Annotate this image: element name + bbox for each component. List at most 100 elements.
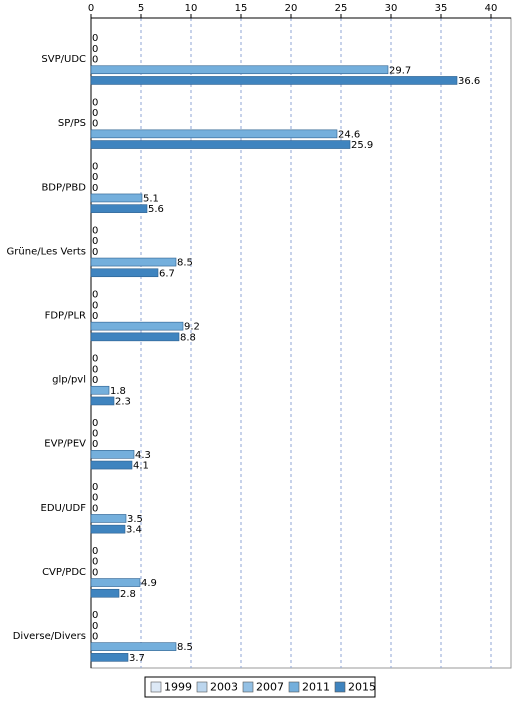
y-tick-label: SVP/UDC: [41, 54, 86, 65]
data-label: 0: [92, 364, 98, 375]
data-label: 0: [92, 247, 98, 258]
data-label: 0: [92, 311, 98, 322]
data-label: 0: [92, 161, 98, 172]
y-tick-label: Grüne/Les Verts: [7, 246, 86, 257]
data-label: 0: [92, 439, 98, 450]
bar: [90, 578, 141, 587]
bar: [90, 268, 159, 278]
bar: [90, 514, 127, 523]
bar: [90, 204, 148, 213]
data-label: 2.8: [120, 589, 136, 600]
bar: [90, 524, 126, 534]
y-tick-label: EDU/UDF: [41, 503, 87, 514]
data-label: 4.1: [133, 461, 149, 472]
legend-label: 2011: [302, 681, 330, 694]
bar: [90, 396, 115, 406]
data-label: 0: [92, 290, 98, 301]
y-tick-label: EVP/PEV: [44, 439, 86, 450]
data-label: 0: [92, 33, 98, 44]
data-label: 0: [92, 354, 98, 365]
data-label: 5.1: [143, 193, 159, 204]
y-tick-label: CVP/PDC: [42, 567, 86, 578]
data-label: 0: [92, 172, 98, 183]
data-label: 0: [92, 610, 98, 621]
legend-label: 2003: [210, 681, 238, 694]
data-label: 3.5: [127, 514, 143, 525]
bar: [90, 193, 143, 203]
legend-swatch: [242, 681, 254, 693]
data-label: 25.9: [351, 140, 373, 151]
bar: [90, 588, 120, 598]
x-tick-label: 30: [385, 3, 398, 14]
data-label: 6.7: [159, 268, 175, 279]
y-tick-label: SP/PS: [58, 118, 86, 129]
bar: [90, 385, 110, 395]
bar: [90, 129, 338, 139]
data-label: 0: [92, 300, 98, 311]
bar: [90, 460, 133, 470]
data-label: 0: [92, 503, 98, 514]
legend-label: 2007: [256, 681, 284, 694]
data-label: 0: [92, 236, 98, 247]
data-label: 5.6: [148, 204, 164, 215]
legend-label: 2015: [348, 681, 376, 694]
y-tick-label: BDP/PBD: [41, 182, 86, 193]
bar: [90, 321, 184, 331]
x-tick-label: 25: [335, 3, 348, 14]
legend-label: 1999: [164, 681, 192, 694]
data-label: 0: [92, 183, 98, 194]
legend-swatch: [196, 681, 208, 693]
data-label: 29.7: [389, 65, 411, 76]
x-tick-label: 5: [138, 3, 144, 14]
bar: [90, 653, 129, 662]
data-label: 0: [92, 546, 98, 557]
x-tick-label: 20: [285, 3, 298, 14]
x-tick-label: 0: [88, 3, 94, 14]
data-label: 1.8: [110, 386, 126, 397]
data-label: 8.5: [177, 258, 193, 269]
data-label: 2.3: [115, 396, 131, 407]
bar: [90, 642, 177, 651]
legend-swatch: [334, 681, 346, 693]
data-label: 0: [92, 428, 98, 439]
bar: [90, 450, 135, 459]
data-label: 9.2: [184, 322, 200, 333]
data-label: 0: [92, 119, 98, 130]
data-label: 8.5: [177, 642, 193, 653]
data-label: 36.6: [458, 76, 480, 87]
x-tick-label: 35: [435, 3, 448, 14]
x-tick-label: 15: [235, 3, 248, 14]
y-tick-label: FDP/PLR: [45, 310, 86, 321]
bar: [90, 76, 458, 85]
y-tick-label: glp/pvl: [52, 375, 86, 386]
data-label: 0: [92, 44, 98, 55]
data-label: 3.7: [129, 653, 145, 664]
data-label: 4.9: [141, 578, 157, 589]
data-label: 0: [92, 557, 98, 568]
data-label: 0: [92, 482, 98, 493]
data-label: 24.6: [338, 129, 360, 140]
bar: [90, 257, 177, 267]
data-label: 0: [92, 108, 98, 119]
data-label: 0: [92, 97, 98, 108]
data-label: 0: [92, 621, 98, 632]
bar: [90, 65, 389, 75]
x-tick-label: 10: [185, 3, 198, 14]
legend-swatch: [150, 681, 162, 693]
bar: [90, 140, 351, 149]
data-label: 0: [92, 55, 98, 66]
data-label: 4.3: [135, 450, 151, 461]
data-label: 0: [92, 631, 98, 642]
data-label: 0: [92, 375, 98, 386]
plot-area: [90, 17, 512, 669]
x-tick-label: 40: [485, 3, 498, 14]
data-label: 0: [92, 225, 98, 236]
y-tick-label: Diverse/Divers: [13, 631, 86, 642]
data-label: 0: [92, 493, 98, 504]
bar: [90, 332, 180, 342]
legend-swatch: [288, 681, 300, 693]
data-label: 3.4: [126, 525, 142, 536]
data-label: 0: [92, 567, 98, 578]
data-label: 8.8: [180, 332, 196, 343]
